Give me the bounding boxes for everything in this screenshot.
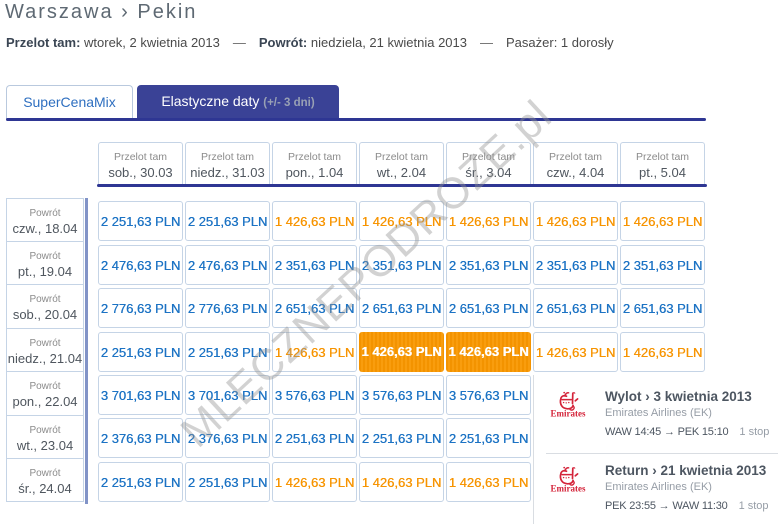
svg-text:Emirates: Emirates (551, 484, 586, 494)
svg-text:Emirates: Emirates (551, 409, 586, 419)
